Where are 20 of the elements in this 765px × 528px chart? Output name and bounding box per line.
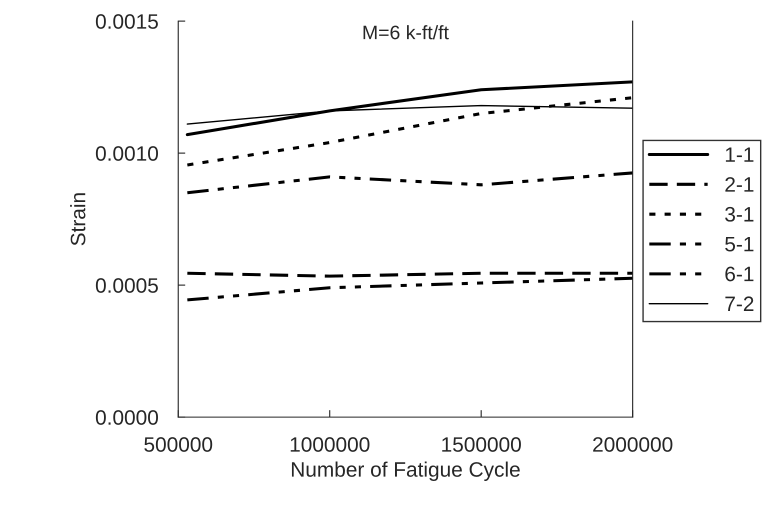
- legend-label: 2-1: [725, 177, 754, 192]
- legend-label: 3-1: [725, 206, 754, 222]
- x-tick-label: 1000000: [290, 437, 370, 452]
- line-series: [186, 96, 633, 167]
- y-tick-label: 0.0005: [96, 278, 158, 293]
- legend-label: 7-2: [725, 296, 754, 311]
- line-series: [186, 80, 633, 136]
- legend-label: 5-1: [725, 236, 754, 252]
- y-tick-label: 0.0015: [96, 14, 158, 29]
- line-series: [186, 171, 633, 194]
- chart-title: M=6 k-ft/ft: [364, 25, 449, 40]
- x-tick-label: 2000000: [593, 437, 672, 452]
- y-tick-label: 0.0000: [96, 410, 158, 425]
- legend-label: 1-1: [726, 147, 754, 162]
- y-tick-label: 0.0010: [96, 146, 158, 161]
- x-axis-title: Number of Fatigue Cycle: [292, 462, 520, 481]
- y-axis-title: Strain: [70, 193, 86, 246]
- legend-label: 6-1: [725, 266, 754, 282]
- x-tick-label: 500000: [144, 437, 212, 452]
- x-tick-label: 1500000: [442, 437, 521, 452]
